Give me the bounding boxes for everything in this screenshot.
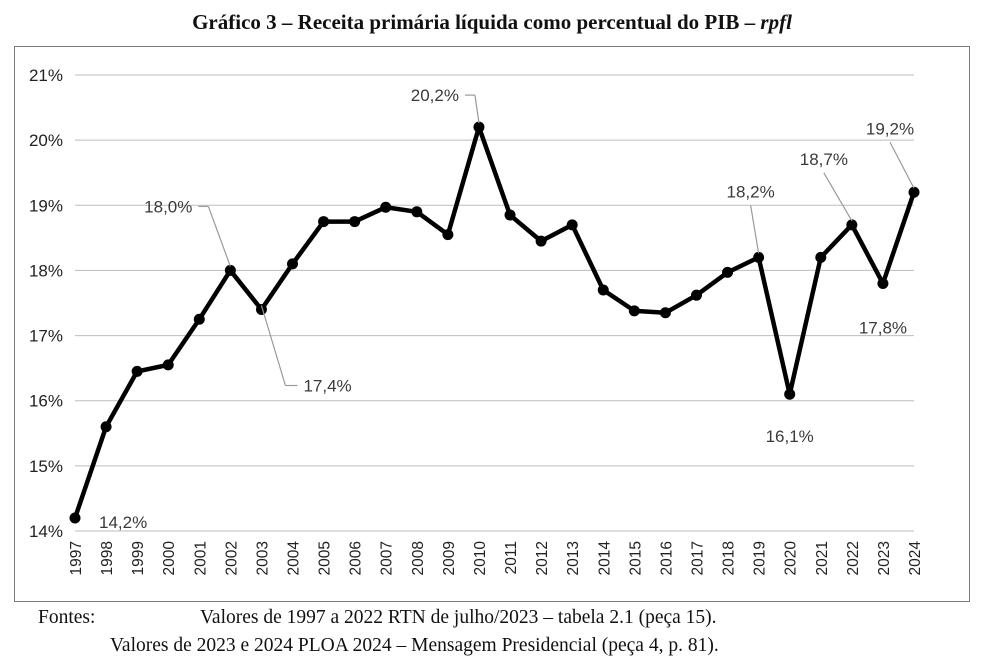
- x-tick-label: 2001: [192, 541, 209, 575]
- data-point: [566, 219, 578, 231]
- data-point: [349, 216, 361, 228]
- line-chart: 14% 15% 16% 17% 18% 19% 20% 21% 1997 1998 1999 2000…: [29, 66, 924, 576]
- y-tick-label: 21%: [29, 66, 63, 85]
- data-point: [473, 121, 485, 133]
- data-point: [815, 251, 827, 263]
- x-tick-label: 2000: [161, 541, 178, 576]
- data-label: 17,4%: [303, 377, 351, 396]
- data-point: [287, 258, 299, 270]
- data-point: [411, 206, 423, 218]
- data-point: [255, 304, 267, 316]
- x-tick-label: 2006: [348, 541, 365, 575]
- sources-label: Fontes:: [38, 607, 96, 628]
- data-point: [535, 235, 547, 247]
- x-tick-label: 2020: [783, 541, 800, 576]
- x-tick-label: 2017: [689, 541, 706, 575]
- x-tick-label: 2013: [565, 541, 582, 575]
- data-label: 16,1%: [766, 427, 814, 446]
- x-tick-label: 2022: [845, 541, 862, 575]
- data-point: [784, 388, 796, 400]
- data-point: [877, 277, 889, 289]
- y-tick-label: 17%: [29, 327, 63, 346]
- x-tick-label: 2012: [534, 541, 551, 575]
- x-tick-label: 2023: [876, 541, 893, 575]
- x-tick-label: 2016: [658, 541, 675, 575]
- x-tick-label: 2024: [907, 541, 924, 576]
- data-point: [908, 186, 920, 198]
- data-point: [753, 251, 765, 263]
- x-tick-label: 2019: [752, 541, 769, 575]
- data-point: [442, 229, 454, 241]
- leader-line: [823, 172, 853, 222]
- x-tick-label: 2010: [472, 541, 489, 576]
- x-tick-label: 2005: [317, 541, 334, 575]
- chart-title: Gráfico 3 – Receita primária líquida com…: [0, 10, 984, 35]
- y-tick-label: 18%: [29, 261, 63, 280]
- data-point: [193, 313, 205, 325]
- data-point: [318, 216, 330, 228]
- chart-title-text: Gráfico 3 – Receita primária líquida com…: [192, 10, 761, 34]
- sources-note: Fontes: Valores de 1997 a 2022 RTN de ju…: [38, 604, 968, 660]
- data-label: 18,0%: [144, 197, 192, 216]
- y-tick-label: 14%: [29, 522, 63, 541]
- sources-line-2: Valores de 2023 e 2024 PLOA 2024 – Mensa…: [110, 635, 719, 656]
- data-point: [722, 266, 734, 278]
- data-point: [131, 365, 143, 377]
- leader-line: [260, 305, 287, 386]
- data-label: 17,8%: [859, 318, 907, 337]
- x-tick-label: 2008: [410, 541, 427, 575]
- data-point: [100, 421, 112, 433]
- y-tick-label: 15%: [29, 457, 63, 476]
- x-tick-label: 2018: [721, 541, 738, 575]
- x-tick-label: 1998: [99, 541, 116, 575]
- data-point: [504, 209, 516, 221]
- x-tick-label: 2015: [627, 541, 644, 575]
- x-tick-label: 1999: [130, 541, 147, 575]
- sources-line-1: Valores de 1997 a 2022 RTN de julho/2023…: [200, 607, 717, 628]
- x-tick-label: 2007: [379, 541, 396, 575]
- leader-line: [889, 141, 915, 189]
- y-tick-label: 20%: [29, 131, 63, 150]
- data-point: [380, 201, 392, 213]
- data-point: [224, 264, 236, 276]
- data-point: [628, 305, 640, 317]
- data-point: [162, 359, 174, 371]
- y-tick-label: 16%: [29, 392, 63, 411]
- leader-line: [207, 206, 231, 267]
- x-tick-label: 2002: [223, 541, 240, 575]
- x-tick-label: 2021: [814, 541, 831, 575]
- data-point: [690, 289, 702, 301]
- x-tick-label: 2014: [596, 541, 613, 576]
- chart-frame: 14% 15% 16% 17% 18% 19% 20% 21% 1997 1998 1999 2000…: [14, 46, 970, 602]
- data-label: 19,2%: [866, 119, 914, 138]
- x-tick-label: 2011: [503, 541, 520, 574]
- x-tick-label: 1997: [68, 541, 85, 575]
- data-label: 18,2%: [727, 182, 775, 201]
- data-label: 18,7%: [800, 150, 848, 169]
- data-label: 20,2%: [411, 86, 459, 105]
- x-tick-label: 2003: [254, 541, 271, 575]
- y-tick-label: 19%: [29, 196, 63, 215]
- leader-line: [750, 205, 760, 254]
- x-tick-label: 2009: [441, 541, 458, 575]
- data-point: [846, 219, 858, 231]
- leader-line: [474, 95, 480, 124]
- x-tick-label: 2004: [286, 541, 303, 576]
- series-line: [72, 124, 917, 521]
- chart-title-italic: rpfl: [760, 10, 792, 34]
- data-point: [69, 512, 81, 524]
- data-point: [659, 307, 671, 319]
- data-label: 14,2%: [99, 513, 147, 532]
- data-point: [597, 284, 609, 296]
